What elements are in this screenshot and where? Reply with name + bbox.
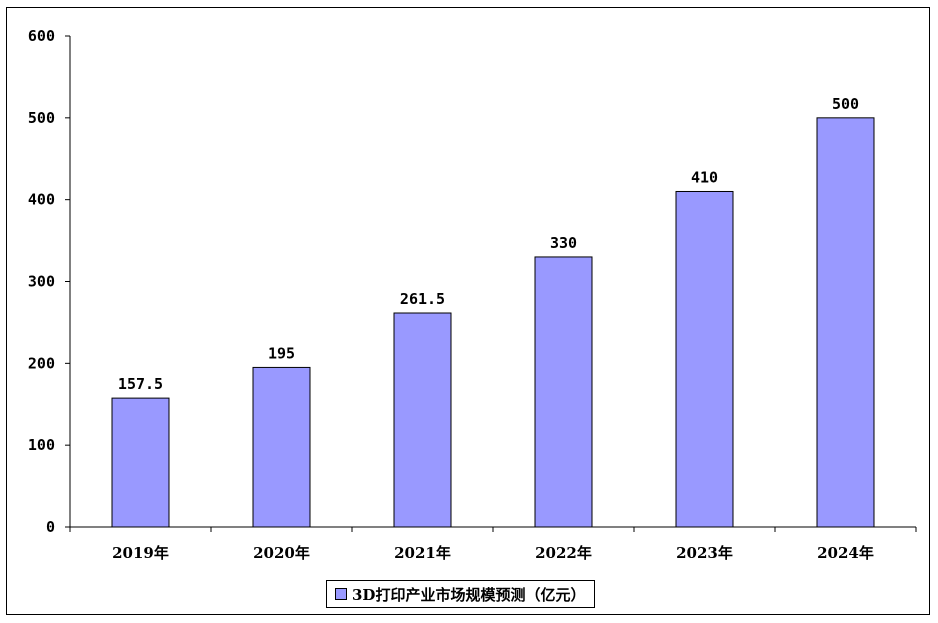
bar	[111, 397, 170, 528]
bar	[816, 117, 875, 528]
y-tick-label: 0	[46, 518, 55, 536]
bar	[675, 190, 734, 528]
bar	[393, 312, 452, 528]
x-tick-label: 2023年	[676, 544, 733, 562]
x-tick-label: 2022年	[535, 544, 592, 562]
data-label: 330	[550, 234, 577, 252]
data-label: 195	[268, 344, 295, 362]
legend-label: 3D打印产业市场规模预测（亿元）	[352, 585, 586, 604]
x-tick-label: 2021年	[394, 544, 451, 562]
y-tick-label: 300	[28, 273, 55, 291]
y-tick-label: 500	[28, 109, 55, 127]
x-tick-label: 2020年	[253, 544, 310, 562]
y-tick-label: 400	[28, 191, 55, 209]
y-tick-label: 200	[28, 354, 55, 372]
data-label: 410	[691, 168, 718, 186]
data-label: 500	[832, 95, 859, 113]
legend: 3D打印产业市场规模预测（亿元）	[326, 580, 596, 608]
y-tick-label: 600	[28, 27, 55, 45]
y-tick-label: 100	[28, 436, 55, 454]
bar	[534, 256, 593, 528]
x-tick-label: 2019年	[112, 544, 169, 562]
x-tick-label: 2024年	[817, 544, 874, 562]
data-label: 157.5	[118, 375, 163, 393]
bar	[252, 366, 311, 528]
data-label: 261.5	[400, 290, 445, 308]
legend-swatch	[335, 588, 347, 600]
